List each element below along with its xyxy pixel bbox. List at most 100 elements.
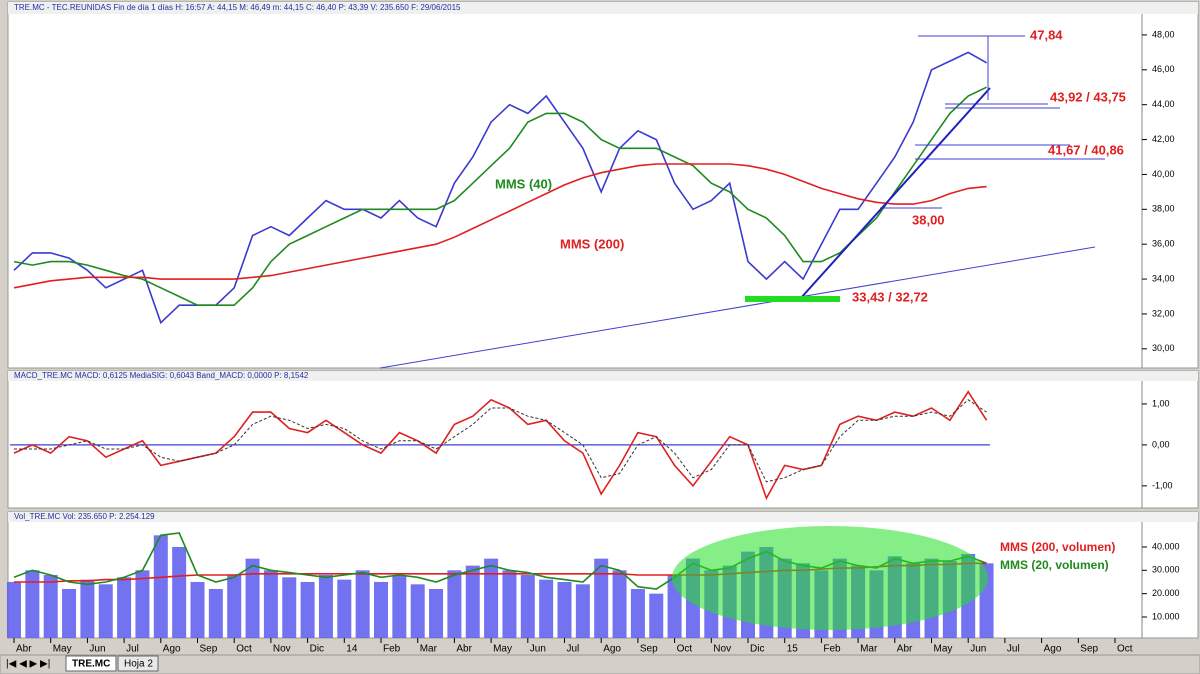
macd-header [8,371,1198,381]
x-tick-label: Ago [1044,644,1062,655]
bar [62,588,77,638]
bar [484,558,499,638]
bar [557,581,572,638]
x-tick-label: Abr [16,644,32,655]
tab-label[interactable]: Hoja 2 [124,659,153,670]
y-tick-label: 34,00 [1152,273,1175,283]
bar [575,584,590,638]
bar [117,577,132,638]
series-label: MMS (200, volumen) [1000,540,1115,554]
tab[interactable] [117,655,159,672]
annotation: 41,67 / 40,86 [1048,142,1124,157]
x-tick-label: Oct [677,644,693,655]
series-label: MMS (20, volumen) [1000,558,1109,572]
x-tick-label: Jun [970,644,986,655]
tab-bar [0,654,1200,674]
y-tick-label: 36,00 [1152,239,1175,249]
bar [374,581,388,638]
bar [612,570,627,638]
y-tick-label: 42,00 [1152,134,1175,144]
trend-line [799,87,991,300]
bar [649,593,664,638]
highlight-ellipse [672,526,988,630]
y-tick-label: 44,00 [1152,99,1175,109]
series-line [13,390,988,501]
x-tick-label: Jun [530,644,546,655]
y-tick-label: 32,00 [1152,308,1175,318]
series-line [13,51,987,325]
bar [172,546,187,638]
bar [208,588,223,638]
bar [80,579,95,638]
bar [465,565,480,638]
bar [245,558,260,638]
x-tick-label: Sep [200,644,218,655]
x-tick-label: Jun [89,644,105,655]
y-tick-label: 1,00 [1152,398,1170,408]
series-label: MMS (40) [495,176,552,191]
x-tick-label: Nov [713,644,731,655]
price-title: TRE.MC - TEC.REUNIDAS Fin de día 1 días … [14,3,461,12]
bar [520,574,535,638]
y-tick-label: 30,00 [1152,343,1175,353]
macd-title: MACD_TRE.MC MACD: 0,6125 MediaSIG: 0,604… [14,371,309,380]
y-tick-label: 40,00 [1152,169,1175,179]
x-tick-label: Ago [603,644,621,655]
y-tick-label: 40.000 [1152,541,1180,551]
bar [135,570,150,638]
x-tick-label: May [934,644,953,655]
bar [43,574,58,638]
series-line [13,86,987,306]
annotation: 38,00 [912,212,945,227]
y-tick-label: 46,00 [1152,64,1175,74]
bar [7,581,21,638]
x-tick-label: Jul [126,644,139,655]
x-tick-label: May [493,644,512,655]
tab-label[interactable]: TRE.MC [72,659,110,670]
annotation: 47,84 [1030,27,1063,42]
tab-nav[interactable]: |◀ ◀ ▶ ▶| [6,659,50,670]
bar [447,570,462,638]
y-tick-label: 0,00 [1152,439,1170,449]
annotation: 33,43 / 32,72 [852,289,928,304]
bar [263,570,278,638]
x-tick-label: Feb [823,644,841,655]
x-tick-label: Oct [1117,644,1133,655]
y-tick-label: -1,00 [1152,480,1173,490]
y-tick-label: 48,00 [1152,29,1175,39]
bar [539,579,554,638]
series-line [14,399,987,483]
bar [98,584,113,638]
bar [227,574,242,638]
support-bar [745,296,840,302]
x-tick-label: Jul [567,644,580,655]
bar [355,570,370,638]
bar [410,584,425,638]
x-tick-label: Jul [1007,644,1020,655]
price-header [8,2,1198,14]
bar [337,579,352,638]
x-tick-label: Dic [310,644,324,655]
bar [300,581,315,638]
y-tick-label: 38,00 [1152,204,1175,214]
x-tick-label: Ago [163,644,181,655]
y-tick-label: 30.000 [1152,565,1180,575]
y-tick-label: 20.000 [1152,588,1180,598]
x-tick-label: Abr [897,644,913,655]
x-tick-label: 14 [346,644,358,655]
x-tick-label: Mar [860,644,878,655]
x-tick-label: Feb [383,644,401,655]
annotation: 43,92 / 43,75 [1050,89,1126,104]
x-tick-label: Oct [236,644,252,655]
bar [594,558,609,638]
trend-line [379,246,1096,369]
x-tick-label: Nov [273,644,291,655]
x-tick-label: Sep [640,644,658,655]
tab[interactable] [65,655,117,672]
x-tick-label: Dic [750,644,764,655]
x-tick-label: 15 [787,644,799,655]
x-tick-label: Abr [456,644,472,655]
bar [190,581,205,638]
bar [392,574,407,638]
